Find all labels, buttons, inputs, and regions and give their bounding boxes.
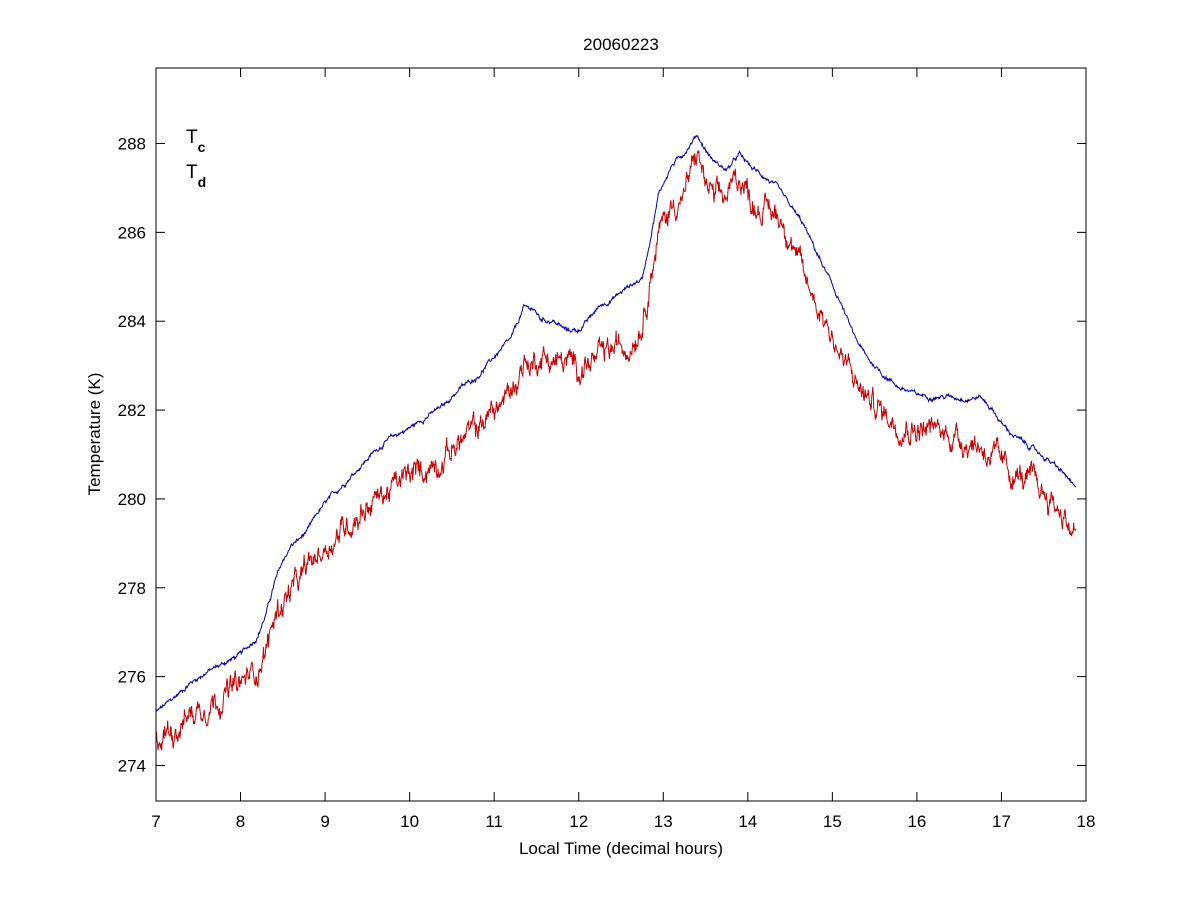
ticks-layer: [155, 68, 1087, 801]
series-layer: [155, 134, 1077, 751]
y-tick-label: 288: [118, 135, 146, 154]
x-tick-label: 17: [992, 812, 1011, 831]
x-tick-label: 13: [654, 812, 673, 831]
x-tick-label: 9: [320, 812, 329, 831]
y-axis-label: Temperature (K): [85, 373, 104, 496]
x-tick-label: 12: [569, 812, 588, 831]
x-tick-label: 15: [823, 812, 842, 831]
series-line-c: [155, 134, 1077, 713]
axes-box: [155, 67, 1087, 802]
tick-labels: 7 8 9 10 11 12 13 14 15 16 17 18 274 276 278 280 282 284 2…: [118, 135, 1096, 831]
y-tick-label: 274: [118, 756, 146, 775]
legend-entry-td: Td: [186, 162, 206, 190]
y-tick-label: 276: [118, 668, 146, 687]
plot-area: [156, 68, 1086, 801]
x-tick-label: 18: [1077, 812, 1096, 831]
legend-tc-name: T: [186, 127, 198, 148]
chart-title: 20060223: [583, 35, 659, 54]
y-tick-label: 280: [118, 490, 146, 509]
y-tick-label: 286: [118, 223, 146, 242]
x-tick-label: 16: [907, 812, 926, 831]
x-tick-label: 14: [738, 812, 757, 831]
legend: Tc Td: [186, 127, 206, 190]
legend-tc-subscript: c: [198, 139, 206, 155]
x-tick-label: 7: [151, 812, 160, 831]
y-tick-label: 282: [118, 401, 146, 420]
legend-td-subscript: d: [198, 174, 207, 190]
legend-td-name: T: [186, 162, 198, 183]
x-axis-label: Local Time (decimal hours): [519, 839, 723, 858]
x-tick-label: 8: [236, 812, 245, 831]
x-tick-label: 10: [400, 812, 419, 831]
x-tick-label: 11: [485, 812, 503, 831]
legend-entry-tc: Tc: [186, 127, 206, 155]
series-line-d: [155, 150, 1077, 751]
y-tick-label: 284: [118, 312, 146, 331]
y-tick-label: 278: [118, 579, 146, 598]
